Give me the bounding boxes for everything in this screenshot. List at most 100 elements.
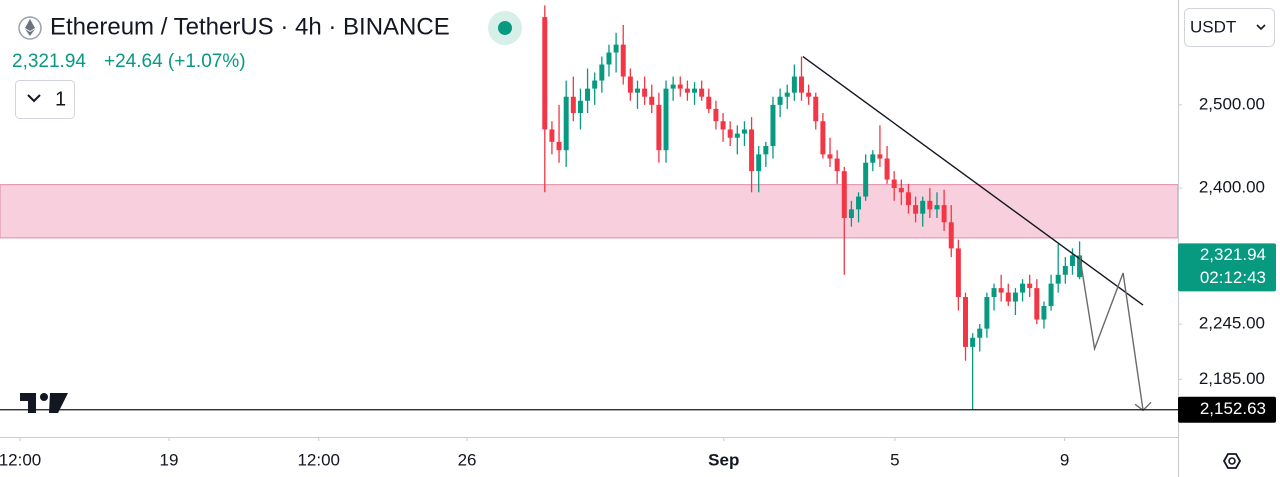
y-tick-label: 2,400.00 <box>1199 178 1265 197</box>
y-tick-label: 2,500.00 <box>1199 94 1265 113</box>
candle-body <box>599 64 605 81</box>
candle-body <box>1041 306 1047 320</box>
support-label: 2,152.63 <box>1200 399 1266 418</box>
candle-body <box>713 108 719 122</box>
candle-body <box>656 104 662 151</box>
candle-body <box>692 88 698 93</box>
chevron <box>27 94 41 103</box>
candle-body <box>927 200 933 210</box>
candle-body <box>642 88 648 97</box>
candle-body <box>977 328 983 338</box>
candle-body <box>570 96 576 114</box>
candle-body <box>913 205 919 214</box>
countdown-label: 02:12:43 <box>1200 268 1266 287</box>
candle-body <box>791 76 797 93</box>
x-tick-label: Sep <box>708 450 739 469</box>
candle-body <box>756 154 762 172</box>
candle-body <box>834 158 840 172</box>
y-tick-label: 2,185.00 <box>1199 369 1265 388</box>
last-price-label: 2,321.94 <box>1200 245 1266 264</box>
candle-body <box>770 104 776 147</box>
candle-body <box>841 171 847 218</box>
candle-body <box>898 188 904 193</box>
candle-body <box>763 146 769 155</box>
candle-body <box>1048 283 1054 307</box>
candle-body <box>577 100 583 114</box>
candle-body <box>634 88 640 93</box>
candle-body <box>970 337 976 347</box>
logo <box>20 393 68 413</box>
last-price-tag <box>1178 243 1276 292</box>
candle-body <box>649 96 655 105</box>
candle-body <box>870 154 876 163</box>
candle-body <box>984 297 990 329</box>
candle-body <box>820 121 826 155</box>
candle-body <box>784 92 790 97</box>
candle-body <box>1062 265 1068 275</box>
settings-button[interactable] <box>1222 453 1242 469</box>
header-price: 2,321.94 <box>12 51 86 72</box>
candle-body <box>1005 292 1011 302</box>
candle-body <box>948 222 954 249</box>
candle-body <box>1027 283 1033 289</box>
candle-body <box>699 88 705 97</box>
candle-body <box>1077 255 1083 278</box>
candle-body <box>1069 255 1075 266</box>
candle-body <box>955 248 961 298</box>
candle-body <box>563 96 569 151</box>
candle-body <box>777 96 783 105</box>
candle-body <box>941 205 947 223</box>
symbol-title: Ethereum / TetherUS · 4h · BINANCE <box>50 13 450 40</box>
candle-body <box>677 84 683 89</box>
candle-body <box>856 196 862 210</box>
candle-body <box>585 88 591 101</box>
zone <box>0 184 1179 239</box>
x-tick-label: 5 <box>890 450 899 469</box>
candle-body <box>998 288 1004 293</box>
indicators-toggle[interactable] <box>15 80 75 119</box>
candle-body <box>813 96 819 122</box>
x-tick-label: 9 <box>1060 450 1069 469</box>
dropdown-chevron <box>1256 24 1266 31</box>
candle-body <box>1020 283 1026 293</box>
candle-body <box>542 17 548 130</box>
candle-body <box>963 297 968 347</box>
candle-body <box>549 129 555 142</box>
candle-body <box>741 129 747 134</box>
projection-path <box>1078 255 1144 411</box>
candle-body <box>934 205 940 210</box>
candle-body <box>556 141 562 151</box>
candle-body <box>684 88 690 93</box>
candle-body <box>613 44 619 53</box>
candle-body <box>891 179 897 189</box>
y-tick-label: 2,245.00 <box>1199 314 1265 333</box>
eth-logo <box>25 19 35 36</box>
support-tag <box>1178 396 1276 423</box>
candle-body <box>627 76 633 93</box>
x-tick-label: 26 <box>458 450 477 469</box>
candle-body <box>606 52 612 65</box>
currency-dropdown[interactable] <box>1184 8 1275 47</box>
candle-body <box>734 133 740 138</box>
candle-body <box>749 129 755 172</box>
trendline <box>802 55 1144 306</box>
candle-body <box>884 158 890 180</box>
candle-body <box>827 154 833 159</box>
x-tick-label: 19 <box>160 450 179 469</box>
candle-body <box>905 192 911 206</box>
candle-body <box>592 80 598 89</box>
status-dot <box>498 21 512 35</box>
header: Ethereum / TetherUS · 4h · BINANCE 2,321… <box>12 11 522 119</box>
header-change: +24.64 (+1.07%) <box>104 51 246 72</box>
candle-body <box>848 209 854 218</box>
candle-body <box>799 76 804 93</box>
candle-body <box>806 92 812 97</box>
candle-body <box>720 121 726 130</box>
candle-body <box>863 162 869 197</box>
candle-body <box>620 44 626 77</box>
indicator-count: 1 <box>55 88 66 110</box>
candle-body <box>991 288 997 298</box>
